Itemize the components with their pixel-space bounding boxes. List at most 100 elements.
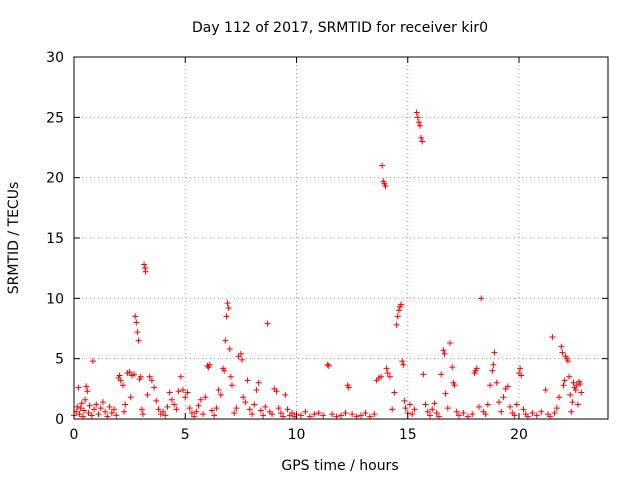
data-point [206,361,213,368]
data-point [155,406,162,413]
data-point [451,382,458,389]
data-point [200,411,207,418]
data-point [389,406,396,413]
data-point [131,371,138,378]
data-point [495,399,502,406]
chart-title: Day 112 of 2017, SRMTID for receiver kir… [192,20,488,36]
data-point [533,412,540,419]
data-point [121,408,128,415]
data-point [186,405,193,412]
data-point [507,403,514,410]
data-point [284,406,291,413]
data-point [384,370,391,377]
data-point [416,122,423,129]
data-point [529,409,536,416]
data-point [504,383,511,390]
data-point [224,300,231,307]
data-point [406,401,413,408]
data-point [413,109,420,116]
data-point [379,162,386,169]
data-point [560,382,567,389]
data-point [484,401,491,408]
x-tick-label: 15 [399,427,417,443]
y-tick-label: 20 [46,171,64,187]
data-point [225,304,232,311]
data-point [383,365,390,372]
data-point [469,411,476,418]
data-point [151,384,158,391]
data-point [269,411,276,418]
data-point [478,295,485,302]
data-point [455,412,462,419]
data-point [102,408,109,415]
data-point [108,409,115,416]
data-point [395,307,402,314]
data-point [441,350,448,357]
data-point [473,365,480,372]
data-point [148,377,155,384]
data-point [570,379,577,386]
y-tick-label: 15 [46,231,64,247]
data-point [142,268,149,275]
data-point [164,403,171,410]
y-tick-labels: 0 5 10 15 20 25 30 [46,50,64,428]
data-point [135,337,142,344]
data-point [573,382,580,389]
x-tick-label: 20 [510,427,528,443]
data-point [91,406,98,413]
data-point [85,409,92,416]
data-point [111,406,118,413]
data-point [378,373,385,380]
data-point [255,379,262,386]
x-tick-label: 0 [70,427,79,443]
data-point [574,401,581,408]
x-axis-label: GPS time / hours [281,458,398,474]
data-point [418,134,425,141]
data-point [490,361,497,368]
data-point [302,408,309,415]
y-tick-label: 0 [55,412,64,428]
data-point [493,379,500,386]
data-point [188,409,195,416]
data-point [227,373,234,380]
data-point [76,411,83,418]
data-point [242,399,249,406]
data-point [222,337,229,344]
data-point [424,408,431,415]
data-point [184,389,191,396]
data-point [440,347,447,354]
data-point [237,350,244,357]
data-point [324,361,331,368]
data-points [71,109,585,420]
data-point [315,409,322,416]
data-point [558,343,565,350]
data-point [208,407,215,414]
data-point [215,387,222,394]
data-point [518,372,525,379]
data-point [386,373,393,380]
data-point [168,396,175,403]
data-point [411,406,418,413]
data-point [431,400,438,407]
data-point [414,114,421,121]
data-point [262,403,269,410]
data-point [277,409,284,416]
data-point [75,384,82,391]
data-point [447,339,454,346]
data-point [246,406,253,413]
data-point [177,373,184,380]
data-point [228,382,235,389]
data-point [460,409,467,416]
data-point [419,138,426,145]
y-tick-label: 10 [46,291,64,307]
data-point [153,397,160,404]
data-point [81,407,88,414]
data-point [84,388,91,395]
data-point [99,399,106,406]
data-point [127,394,134,401]
data-point [146,373,153,380]
data-point [77,405,84,412]
data-point [420,371,427,378]
data-point [567,391,574,398]
data-point [95,411,102,418]
